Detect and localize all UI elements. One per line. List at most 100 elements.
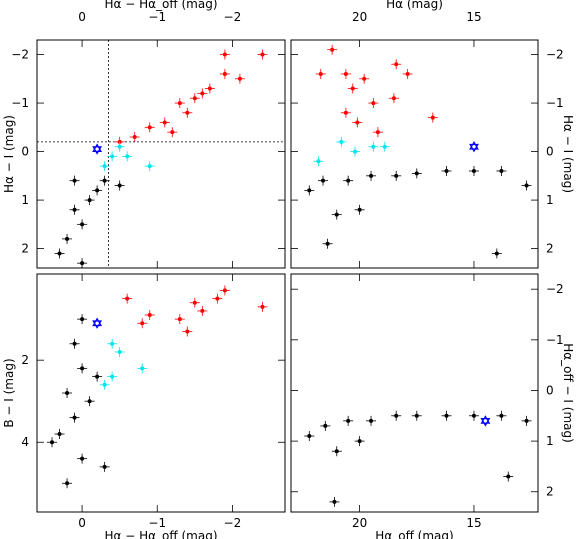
data-point [65, 391, 70, 395]
x-tick-label-bottom: 15 [466, 516, 481, 530]
panel-frame-bottom-left [36, 273, 286, 513]
data-point [405, 71, 410, 76]
data-point [332, 499, 337, 504]
data-point [414, 413, 419, 418]
data-point [50, 440, 55, 445]
x-tick-label-bottom: 20 [352, 516, 367, 530]
panel-frame-top-left [36, 39, 286, 269]
data-point [102, 164, 107, 169]
data-point [471, 168, 476, 173]
data-point [65, 236, 70, 241]
data-point [185, 110, 190, 115]
data-point [394, 173, 399, 178]
data-point [237, 76, 242, 81]
data-point [357, 207, 362, 212]
data-point [346, 418, 351, 423]
y-tick-label: 2 [546, 485, 554, 499]
data-point [499, 413, 504, 418]
y-tick-label: 0 [546, 383, 554, 397]
data-point [57, 251, 62, 256]
data-point [140, 366, 145, 371]
data-point [318, 71, 323, 76]
y-tick-label: −2 [11, 48, 29, 62]
x-axis-title-top: Hα (mag) [386, 0, 443, 11]
y-tick-label: 2 [21, 353, 29, 367]
data-point [147, 125, 152, 130]
data-point [343, 71, 348, 76]
data-point [430, 115, 435, 120]
data-point [499, 168, 504, 173]
x-tick-label-top: −2 [224, 10, 242, 24]
y-tick-label: −1 [11, 96, 29, 110]
data-point [177, 317, 182, 322]
data-point [369, 173, 374, 178]
data-point [307, 188, 312, 193]
y-tick-label: 0 [21, 145, 29, 159]
data-point [80, 222, 85, 227]
data-point [394, 413, 399, 418]
data-point [222, 52, 227, 57]
data-point [357, 439, 362, 444]
data-point-star [92, 143, 103, 155]
data-point [321, 178, 326, 183]
data-point [80, 456, 85, 461]
data-point [355, 120, 360, 125]
y-tick-label: 2 [546, 242, 554, 256]
data-point [65, 481, 70, 486]
data-point [325, 241, 330, 246]
data-point [72, 178, 77, 183]
data-point [125, 296, 130, 301]
data-point [132, 135, 137, 140]
data-point [382, 144, 387, 149]
x-tick-label-top: 20 [352, 10, 367, 24]
data-point [147, 164, 152, 169]
data-point [343, 110, 348, 115]
data-point [334, 212, 339, 217]
y-axis-title: Hα − I (mag) [561, 115, 575, 193]
data-point [140, 321, 145, 326]
y-tick-label: 1 [546, 434, 554, 448]
panel-frame-top-right [290, 39, 539, 269]
data-point [72, 415, 77, 420]
data-point [57, 432, 62, 437]
x-tick-label-top: 0 [78, 10, 86, 24]
data-point [72, 341, 77, 346]
data-point-star [480, 415, 491, 427]
data-point [323, 423, 328, 428]
data-point [110, 341, 115, 346]
y-tick-label: 1 [546, 193, 554, 207]
x-tick-label-top: 15 [466, 10, 481, 24]
x-tick-label-bottom: −2 [224, 516, 242, 530]
y-axis-title: Hα_off − I (mag) [561, 343, 575, 443]
data-point [350, 86, 355, 91]
data-point [207, 86, 212, 91]
data-layer-top-left [54, 49, 268, 268]
data-point [95, 374, 100, 379]
data-point [444, 168, 449, 173]
data-point [339, 139, 344, 144]
data-point [444, 413, 449, 418]
data-point-star [92, 317, 103, 329]
x-tick-label-bottom: 0 [78, 516, 86, 530]
data-point [353, 149, 358, 154]
data-point [307, 434, 312, 439]
data-point [371, 144, 376, 149]
x-tick-label-top: −1 [148, 10, 166, 24]
data-point [117, 349, 122, 354]
data-point [200, 91, 205, 96]
data-point [222, 71, 227, 76]
x-axis-title-top: Hα − Hα_off (mag) [105, 0, 218, 11]
data-point [371, 101, 376, 106]
data-point [362, 76, 367, 81]
data-point [95, 188, 100, 193]
data-point [260, 52, 265, 57]
data-point [147, 313, 152, 318]
data-point [185, 329, 190, 334]
data-point [215, 296, 220, 301]
data-point [117, 144, 122, 149]
data-point [346, 178, 351, 183]
data-point [394, 62, 399, 67]
data-point [334, 449, 339, 454]
data-point [524, 183, 529, 188]
panel-frame-bottom-right [290, 273, 539, 513]
